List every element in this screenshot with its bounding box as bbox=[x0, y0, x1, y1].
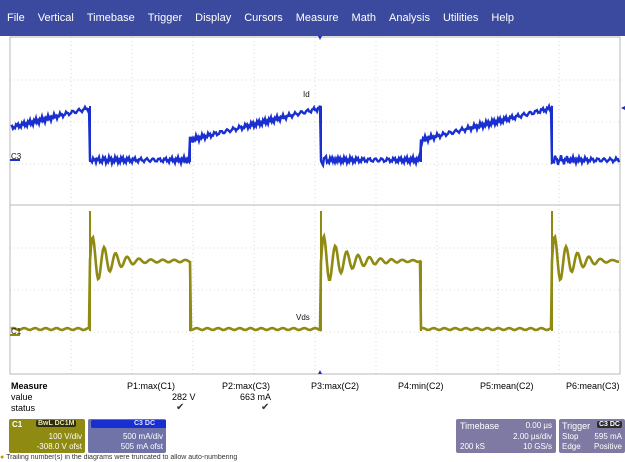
timebase-samples: 200 kS bbox=[460, 442, 485, 451]
measure-col-p3[interactable]: P3:max(C2) bbox=[311, 381, 360, 391]
menu-bar: File Vertical Timebase Trigger Display Cursor… bbox=[0, 0, 625, 36]
measure-header-row: Measure P1:max(C1) P2:max(C3) P3:max(C2)… bbox=[0, 381, 625, 392]
timebase-tdiv: 2.00 µs/div bbox=[513, 432, 552, 441]
trigger-label: Trigger bbox=[562, 421, 591, 431]
c3-marker: C3 bbox=[11, 152, 22, 161]
trace-c3-current bbox=[10, 102, 621, 169]
trigger-box[interactable]: Trigger C3 DC Stop 595 mA Edge Positive bbox=[559, 419, 625, 453]
trigger-slope: Positive bbox=[593, 442, 622, 451]
trigger-time-marker-icon bbox=[318, 36, 322, 40]
c1-marker: C1 bbox=[11, 327, 22, 336]
p1-status-check-icon: ✔ bbox=[176, 402, 185, 413]
menu-utilities[interactable]: Utilities bbox=[442, 12, 479, 24]
menu-analysis[interactable]: Analysis bbox=[389, 12, 430, 24]
menu-measure[interactable]: Measure bbox=[295, 12, 339, 24]
measure-col-p5[interactable]: P5:mean(C2) bbox=[480, 381, 534, 391]
trigger-time-marker-bottom-icon bbox=[318, 370, 322, 374]
measure-title: Measure bbox=[11, 381, 48, 391]
footer-note: ● Trailing number(s) in the diagrams wer… bbox=[0, 454, 625, 462]
timebase-rate: 10 GS/s bbox=[523, 442, 552, 451]
measure-col-p1[interactable]: P1:max(C1) bbox=[127, 381, 176, 391]
row-label-value: value bbox=[11, 392, 33, 402]
measure-col-p6[interactable]: P6:mean(C3) bbox=[566, 381, 620, 391]
row-label-status: status bbox=[11, 403, 36, 413]
info-icon: ● bbox=[0, 454, 5, 461]
c1-vdiv: 100 V/div bbox=[48, 432, 82, 441]
menu-help[interactable]: Help bbox=[491, 12, 515, 24]
menu-cursors[interactable]: Cursors bbox=[244, 12, 283, 24]
measure-col-p4[interactable]: P4:min(C2) bbox=[398, 381, 444, 391]
trigger-level: 595 mA bbox=[594, 432, 622, 441]
c1-offset: -308.0 V ofst bbox=[36, 442, 82, 451]
trigger-level-marker-icon bbox=[621, 106, 625, 110]
timebase-label: Timebase bbox=[460, 421, 500, 431]
c3-coupling-badge: C3 DC bbox=[132, 420, 158, 427]
c1-coupling-badge: BwL DC1M bbox=[36, 420, 77, 427]
p2-value: 663 mA bbox=[240, 392, 272, 402]
menu-trigger[interactable]: Trigger bbox=[147, 12, 183, 24]
timebase-delay: 0.00 µs bbox=[525, 421, 552, 430]
c3-vdiv: 500 mA/div bbox=[122, 432, 163, 441]
trace-c1-voltage bbox=[10, 232, 619, 332]
menu-file[interactable]: File bbox=[7, 12, 25, 24]
trigger-mode: Stop bbox=[562, 432, 579, 441]
p1-value: 282 V bbox=[172, 392, 196, 402]
measure-col-p2[interactable]: P2:max(C3) bbox=[222, 381, 271, 391]
measure-value-row: value 282 V 663 mA bbox=[0, 392, 625, 403]
c3-offset: 505 mA ofst bbox=[120, 442, 163, 451]
c3-descriptor-box[interactable]: C3 DC 500 mA/div 505 mA ofst bbox=[88, 419, 166, 453]
waveform-grid bbox=[9, 36, 625, 375]
menu-vertical[interactable]: Vertical bbox=[37, 12, 74, 24]
c1-tag: C1 bbox=[12, 420, 23, 429]
trigger-badge: C3 DC bbox=[596, 421, 622, 428]
c1-descriptor-box[interactable]: C1 BwL DC1M 100 V/div -308.0 V ofst bbox=[9, 419, 85, 453]
menu-display[interactable]: Display bbox=[195, 12, 232, 24]
timebase-box[interactable]: Timebase 0.00 µs 2.00 µs/div 200 kS 10 G… bbox=[456, 419, 556, 453]
c3-header-bar bbox=[91, 420, 166, 428]
trace-label-vds: Vds bbox=[296, 313, 310, 322]
menu-timebase[interactable]: Timebase bbox=[86, 12, 135, 24]
scope-display: C3 C1 Id Vds bbox=[0, 36, 625, 376]
footer-note-text: Trailing number(s) in the diagrams were … bbox=[6, 454, 238, 461]
trigger-type: Edge bbox=[562, 442, 581, 451]
measure-table[interactable]: Measure P1:max(C1) P2:max(C3) P3:max(C2)… bbox=[0, 379, 625, 419]
measure-status-row: status ✔ ✔ bbox=[0, 402, 625, 414]
p2-status-check-icon: ✔ bbox=[261, 402, 270, 413]
menu-math[interactable]: Math bbox=[351, 12, 376, 24]
trace-label-id: Id bbox=[303, 90, 310, 99]
